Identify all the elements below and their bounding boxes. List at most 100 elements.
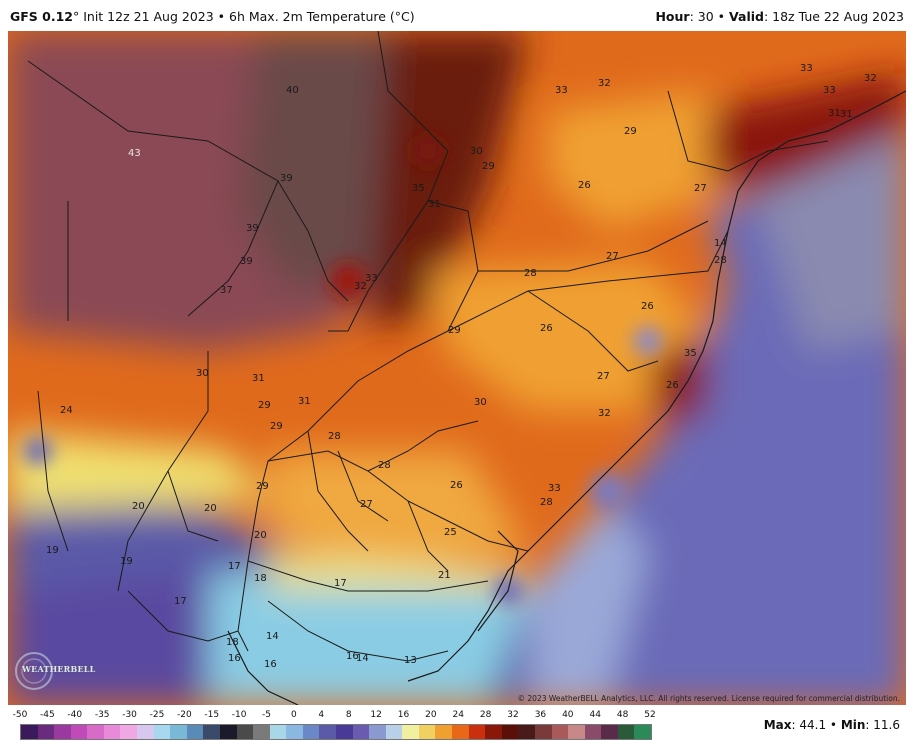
- colorbar-swatch: [219, 725, 237, 739]
- temperature-value-label: 26: [540, 323, 553, 334]
- temperature-value-label: 28: [378, 460, 391, 471]
- temperature-value-label: 16: [228, 653, 241, 664]
- temperature-value-label: 27: [606, 251, 619, 262]
- temperature-value-label: 26: [666, 380, 679, 391]
- temperature-value-label: 19: [46, 545, 59, 556]
- colorbar-swatch: [601, 725, 618, 739]
- min-value: : 11.6: [865, 718, 900, 732]
- colorbar-swatch: [551, 725, 569, 739]
- colorbar-tick: -15: [204, 710, 220, 720]
- temperature-value-label: 31: [428, 199, 441, 210]
- valid-value: : 18z Tue 22 Aug 2023: [763, 9, 904, 24]
- temperature-value-label: 18: [254, 573, 267, 584]
- colorbar-tick: 24: [452, 710, 464, 720]
- header-title: GFS 0.12° Init 12z 21 Aug 2023 • 6h Max.…: [10, 9, 415, 24]
- colorbar-tick: 32: [507, 710, 519, 720]
- temperature-value-label: 29: [448, 325, 461, 336]
- colorbar-swatch: [369, 725, 386, 739]
- temperature-value-label: 30: [474, 397, 487, 408]
- temperature-value-label: 39: [280, 173, 293, 184]
- temperature-value-label: 29: [624, 126, 637, 137]
- colorbar-swatches: [20, 724, 652, 740]
- colorbar-swatch: [584, 725, 602, 739]
- temperature-value-label: 21: [438, 570, 451, 581]
- colorbar-swatch: [302, 725, 320, 739]
- colorbar-swatch: [385, 725, 403, 739]
- header-valid-time: Hour: 30 • Valid: 18z Tue 22 Aug 2023: [655, 9, 904, 24]
- temperature-value-label: 28: [524, 268, 537, 279]
- temperature-value-label: 32: [864, 73, 877, 84]
- temperature-value-label: 29: [270, 421, 283, 432]
- colorbar-swatch: [37, 725, 55, 739]
- temperature-value-label: 27: [597, 371, 610, 382]
- temperature-value-label: 17: [228, 561, 241, 572]
- colorbar-tick: 36: [534, 710, 547, 720]
- temperature-value-label: 31: [828, 108, 841, 119]
- colorbar-swatch: [153, 725, 171, 739]
- colorbar-swatch: [170, 725, 187, 739]
- temperature-value-label: 24: [60, 405, 73, 416]
- temperature-value-label: 27: [360, 499, 373, 510]
- min-label: Min: [840, 718, 866, 732]
- colorbar-swatch: [120, 725, 138, 739]
- temperature-value-label: 35: [412, 183, 425, 194]
- colorbar-tick: -45: [40, 710, 55, 720]
- temperature-value-label: 18: [226, 637, 239, 648]
- temperature-value-label: 19: [120, 556, 133, 567]
- colorbar-swatch: [70, 725, 88, 739]
- colorbar-swatch: [253, 725, 270, 739]
- colorbar-tick: -20: [176, 710, 192, 720]
- temperature-value-label: 28: [540, 497, 553, 508]
- temperature-value-label: 33: [365, 273, 378, 284]
- colorbar-swatch: [435, 725, 453, 739]
- temperature-value-label: 32: [598, 408, 611, 419]
- temperature-value-label: 32: [354, 281, 367, 292]
- colorbar-swatch: [203, 725, 220, 739]
- temperature-value-label: 43: [128, 148, 141, 159]
- colorbar-swatch: [352, 725, 370, 739]
- temperature-value-label: 37: [220, 285, 233, 296]
- colorbar-swatch: [452, 725, 469, 739]
- temperature-value-label: 30: [470, 146, 483, 157]
- colorbar-tick: 44: [589, 710, 601, 720]
- temperature-value-label: 30: [196, 368, 209, 379]
- colorbar-tick: 40: [562, 710, 574, 720]
- colorbar-swatch: [617, 725, 635, 739]
- colorbar-swatch: [87, 725, 104, 739]
- temperature-value-label: 26: [450, 480, 463, 491]
- temperature-value-label: 26: [578, 180, 591, 191]
- colorbar-tick: -40: [67, 710, 83, 720]
- colorbar-swatch: [634, 725, 651, 739]
- colorbar-tick: -25: [149, 710, 165, 720]
- temperature-value-label: 31: [840, 109, 853, 120]
- hour-value: : 30 •: [689, 9, 730, 24]
- temperature-value-label: 33: [800, 63, 813, 74]
- temperature-value-label: 14: [266, 631, 279, 642]
- colorbar-swatch: [54, 725, 71, 739]
- colorbar-swatch: [568, 725, 585, 739]
- temperature-value-label: 17: [334, 578, 347, 589]
- valid-label: Valid: [729, 9, 764, 24]
- coastline: [227, 90, 906, 705]
- temperature-value-label: 29: [258, 400, 271, 411]
- colorbar-tick: -10: [231, 710, 247, 720]
- temperature-value-label: 39: [246, 223, 259, 234]
- colorbar-tick: -50: [12, 710, 28, 720]
- colorbar-swatch: [418, 725, 436, 739]
- colorbar-tick: -30: [122, 710, 137, 720]
- temperature-value-label: 29: [256, 481, 269, 492]
- colorbar-swatch: [468, 725, 486, 739]
- colorbar-tick-labels: -50 -45 -40 -35 -30 -25 -20 -15 -10 -5 0 4 8 12 16 20 24…: [8, 710, 664, 722]
- colorbar-swatch: [236, 725, 254, 739]
- hour-label: Hour: [655, 9, 690, 24]
- temperature-value-label: 20: [204, 503, 217, 514]
- logo-text: WEATHERBELL: [22, 664, 96, 674]
- temperature-value-label: 29: [482, 161, 495, 172]
- temperature-value-label: 33: [548, 483, 561, 494]
- political-borders: [27, 31, 829, 662]
- colorbar-swatch: [137, 725, 154, 739]
- temperature-value-label: 39: [240, 256, 253, 267]
- temperature-value-label: 16: [264, 659, 277, 670]
- colorbar-tick: 28: [479, 710, 492, 720]
